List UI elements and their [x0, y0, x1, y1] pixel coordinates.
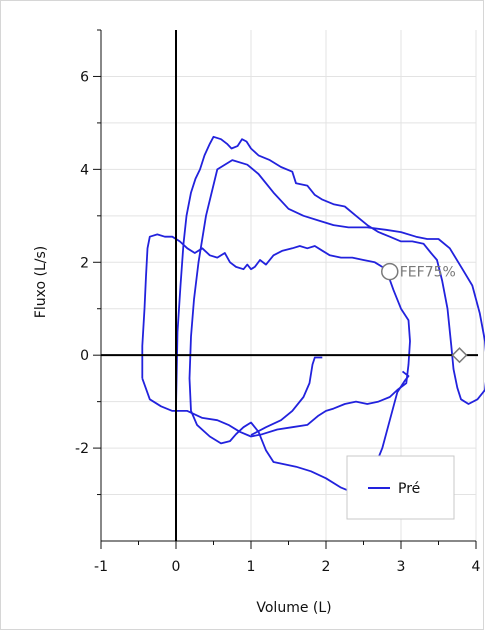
legend-label-pre: Pré [398, 481, 420, 497]
x-tick-label: -1 [94, 559, 108, 575]
series-line-pre [250, 356, 323, 436]
legend: Pré [346, 455, 455, 520]
x-tick-label: 2 [322, 559, 331, 575]
legend-box [346, 455, 455, 520]
y-tick-label: 6 [80, 69, 89, 85]
series-line-pre [141, 233, 411, 438]
fef75-label: FEF75% [400, 265, 456, 281]
y-axis-label: Fluxo (L/s) [33, 246, 49, 318]
x-tick-label: 4 [472, 559, 481, 575]
annotation-layer: FEF75% [381, 262, 468, 364]
y-tick-label: 2 [80, 255, 89, 271]
pef-marker [451, 347, 468, 364]
series-line-pre [175, 135, 485, 494]
y-tick-label: -2 [75, 441, 89, 457]
x-tick-label: 3 [397, 559, 406, 575]
tick-layer: -1 0 1 2 3 4 -2 0 2 4 6 [75, 29, 481, 575]
y-tick-label: 0 [80, 348, 89, 364]
x-tick-label: 0 [172, 559, 181, 575]
x-tick-label: 1 [247, 559, 256, 575]
x-axis-label: Volume (L) [256, 600, 331, 616]
series-layer [141, 135, 485, 494]
fef75-marker [381, 262, 399, 281]
y-tick-label: 4 [80, 162, 89, 178]
